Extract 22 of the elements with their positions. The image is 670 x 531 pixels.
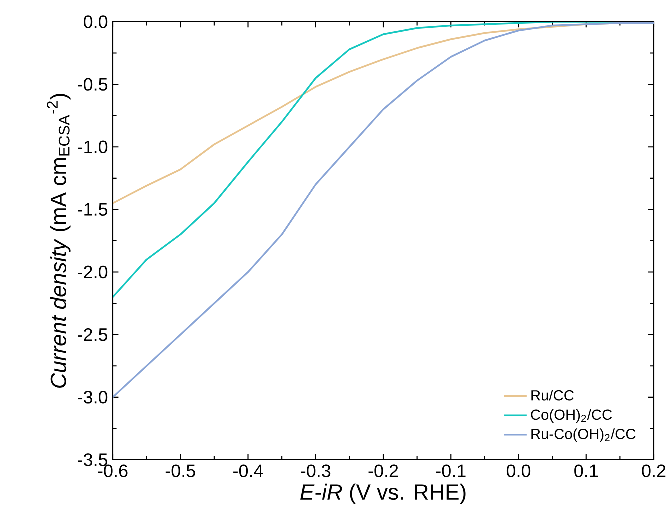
- x-tick-label: -0.1: [436, 464, 466, 478]
- legend-label: Ru-Co(OH)$_{2}$/CC: [532, 428, 636, 442]
- y-tick-label: -0.5: [78, 78, 108, 91]
- legend-label: Co(OH)$_{2}$/CC: [531, 409, 612, 423]
- y-tick-label: -1.0: [78, 140, 108, 154]
- x-tick-label: 0.2: [642, 464, 666, 478]
- x-tick-label: -0.3: [301, 464, 331, 478]
- x-axis-title: E-iR (V vs. RHE): [300, 484, 466, 504]
- x-tick-label: -0.2: [368, 464, 398, 478]
- y-tick-label: -1.5: [78, 203, 108, 216]
- legend-label: Ru/CC: [532, 390, 574, 401]
- y-tick-label: -2.5: [78, 328, 108, 342]
- y-axis-title: Current density (mA cm$_{ECSA}$$^{-2}$): [47, 94, 71, 388]
- y-tick-label: 0.0: [84, 16, 108, 28]
- y-tick-label: -2.0: [78, 266, 108, 279]
- x-tick-label: -0.5: [166, 464, 196, 478]
- y-tick-label: -3.0: [78, 391, 108, 404]
- x-tick-label: 0.1: [574, 464, 598, 478]
- y-tick-label: -3.5: [78, 454, 108, 466]
- x-tick-label: -0.4: [234, 464, 264, 478]
- x-tick-label: -0.6: [98, 464, 128, 478]
- x-tick-label: 0.0: [506, 464, 531, 478]
